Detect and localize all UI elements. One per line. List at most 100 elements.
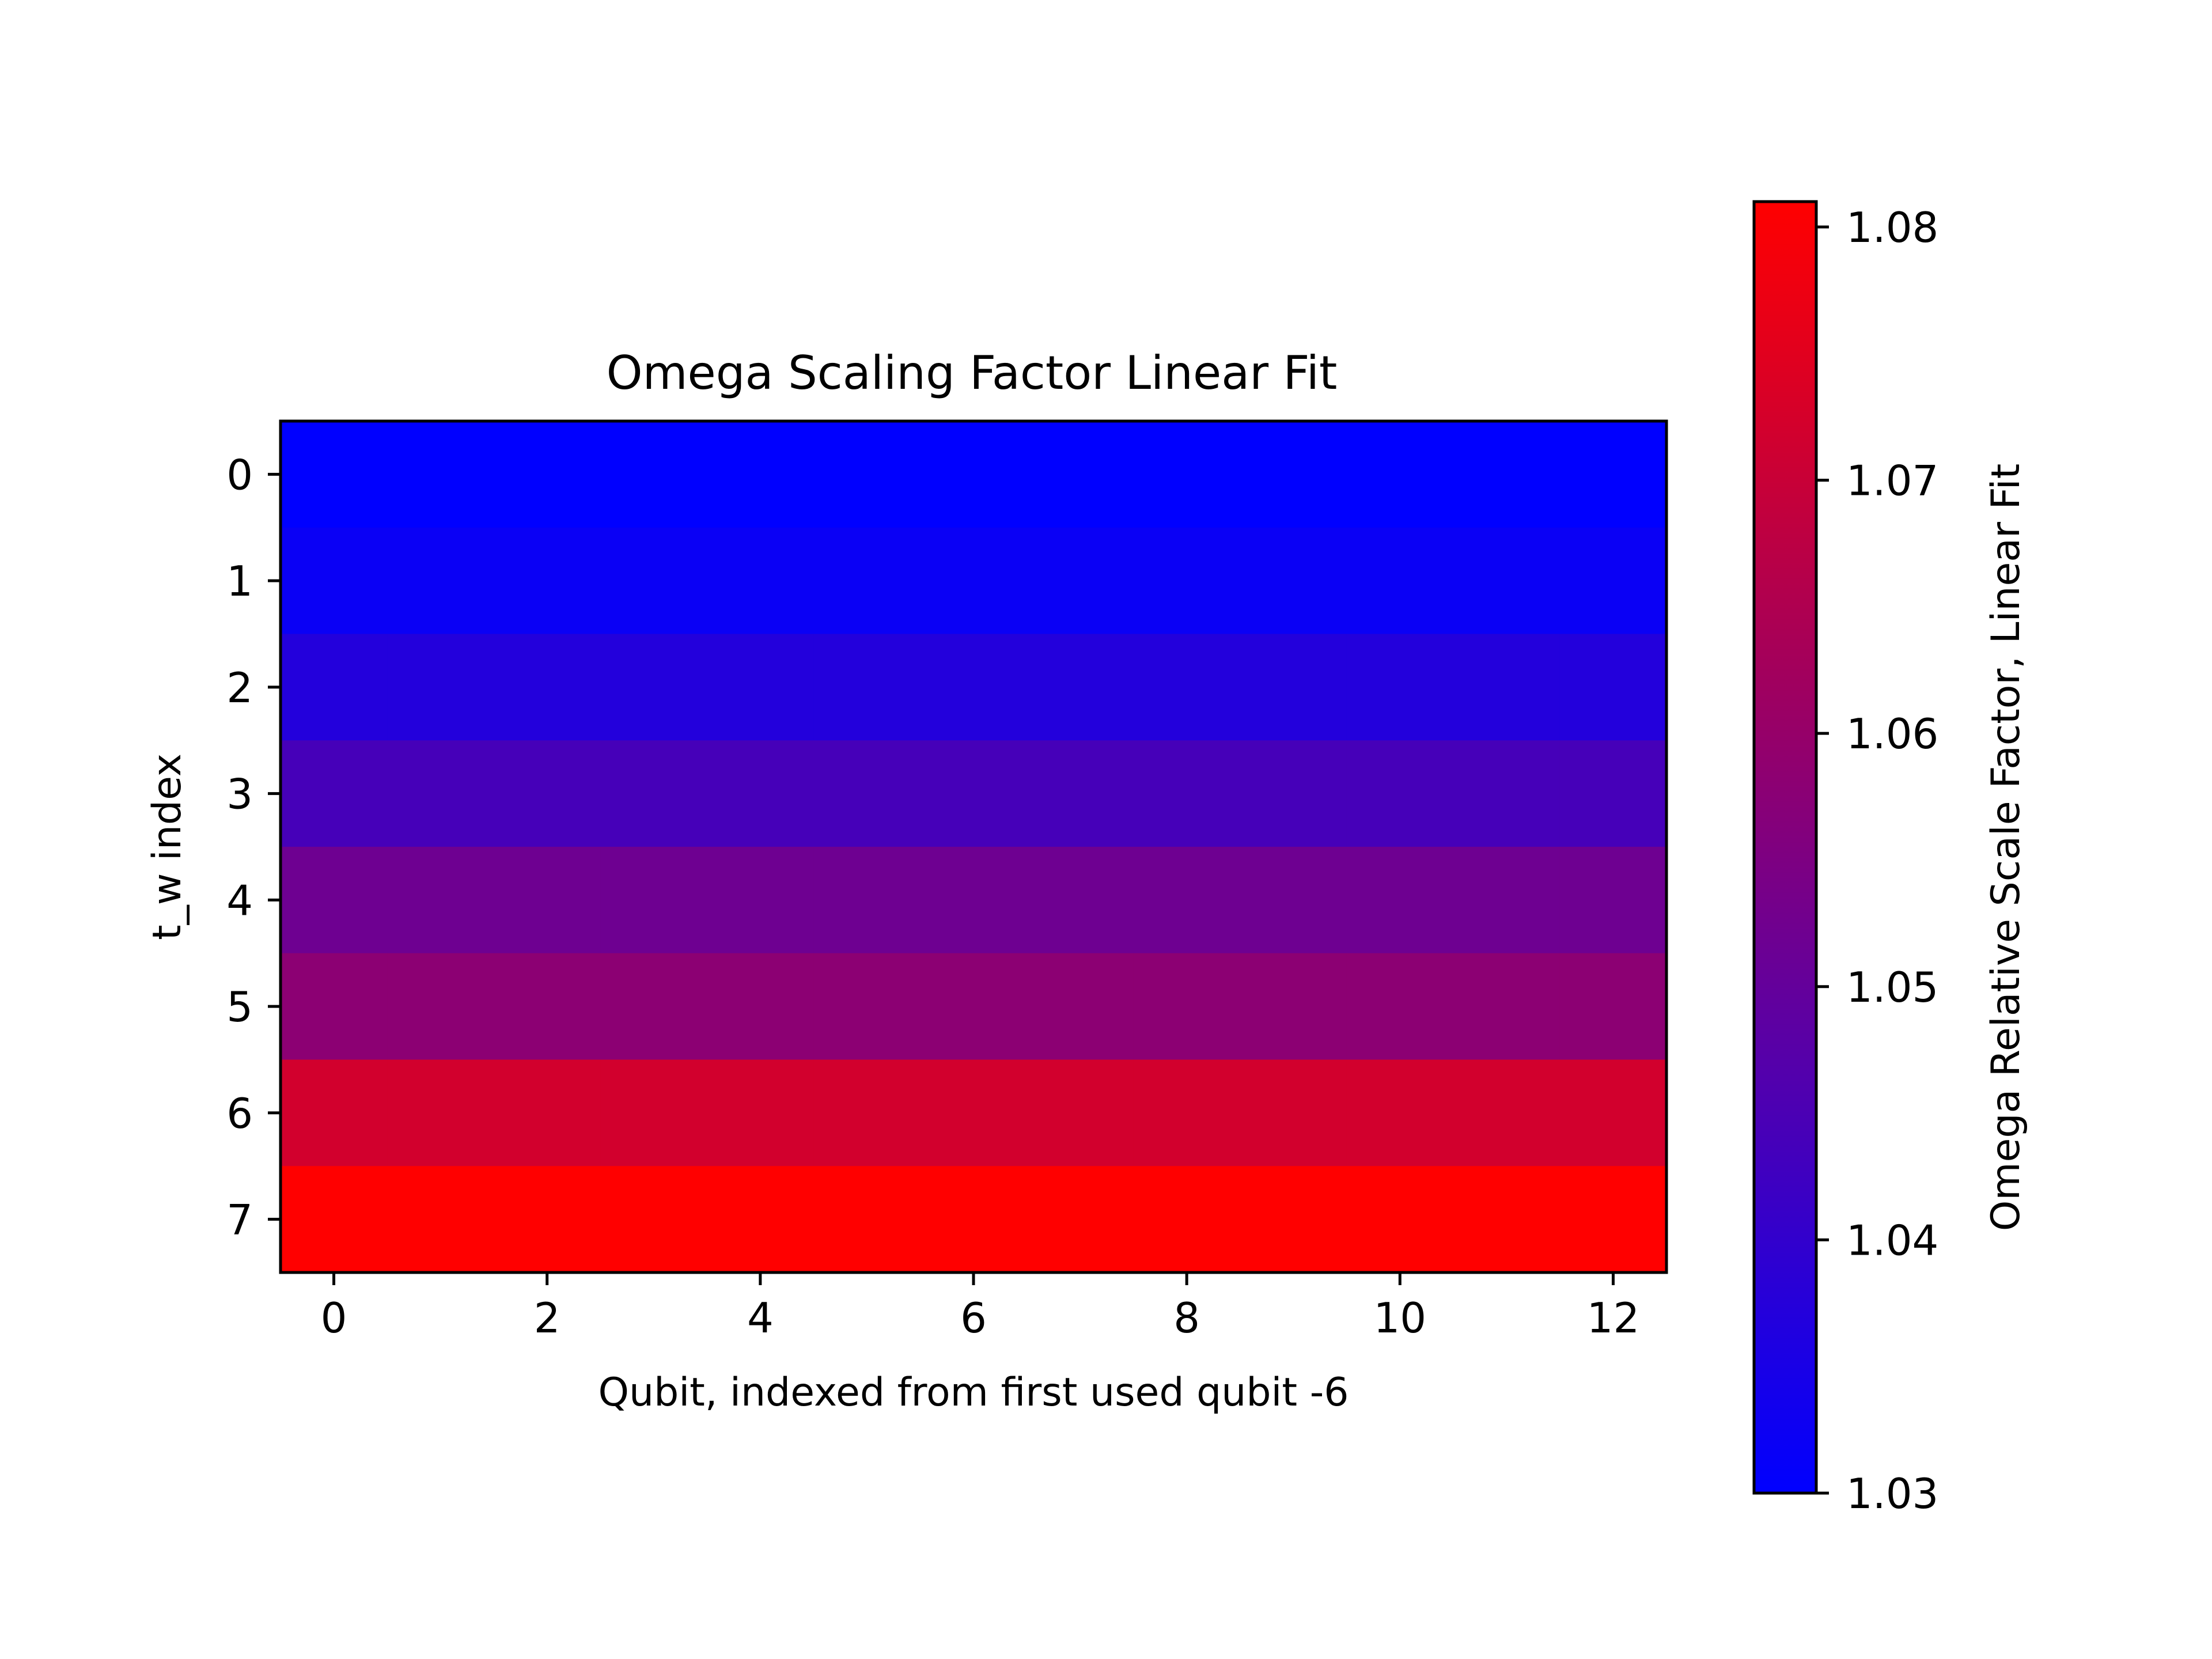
heatmap-cell <box>1559 847 1667 954</box>
x-axis-ticks: 0 2 4 6 8 10 12 <box>321 1272 1639 1342</box>
heatmap-cell <box>1027 847 1134 954</box>
heatmap-cell <box>707 1059 814 1166</box>
heatmap-cell <box>1559 527 1667 635</box>
heatmap-cell <box>494 953 601 1060</box>
x-tick-label: 10 <box>1373 1294 1426 1342</box>
x-tick-label: 4 <box>747 1294 774 1342</box>
heatmap-cell <box>707 740 814 847</box>
colorbar-tick-label: 1.08 <box>1846 203 1938 252</box>
heatmap-cell <box>600 953 707 1060</box>
heatmap-cell <box>1240 634 1347 741</box>
heatmap-cell <box>1453 1059 1560 1166</box>
heatmap-cell <box>920 847 1028 954</box>
heatmap-cell <box>920 634 1028 741</box>
colorbar-label: Omega Relative Scale Factor, Linear Fit <box>1983 464 2029 1232</box>
heatmap-cell <box>600 1059 707 1166</box>
heatmap-cell <box>1559 953 1667 1060</box>
y-tick-label: 4 <box>226 876 253 925</box>
heatmap-cell <box>600 421 707 528</box>
heatmap-cell <box>1453 527 1560 635</box>
y-tick-label: 1 <box>226 557 253 605</box>
heatmap-cell <box>494 421 601 528</box>
heatmap-cell <box>1133 527 1241 635</box>
heatmap-cell <box>281 1166 388 1273</box>
heatmap-cell <box>281 953 388 1060</box>
heatmap-cell <box>281 740 388 847</box>
y-tick-label: 5 <box>226 983 253 1031</box>
heatmap-cell <box>707 527 814 635</box>
heatmap-cell <box>1346 1059 1454 1166</box>
heatmap-cell <box>1133 1166 1241 1273</box>
heatmap-cell <box>1453 847 1560 954</box>
heatmap-cell <box>387 847 494 954</box>
heatmap-cell <box>1027 953 1134 1060</box>
heatmap-cell <box>920 740 1028 847</box>
heatmap-cell <box>1133 634 1241 741</box>
heatmap-cell <box>920 527 1028 635</box>
heatmap-cell <box>387 527 494 635</box>
heatmap-cell <box>1027 1166 1134 1273</box>
colorbar-tick-label: 1.05 <box>1846 963 1938 1012</box>
heatmap-cell <box>920 1166 1028 1273</box>
heatmap-cell <box>707 847 814 954</box>
heatmap-cell <box>600 1166 707 1273</box>
heatmap-cell <box>494 634 601 741</box>
heatmap-cell <box>813 634 921 741</box>
heatmap-cell <box>600 847 707 954</box>
heatmap-cell <box>387 740 494 847</box>
colorbar-tick-label: 1.03 <box>1846 1469 1938 1518</box>
heatmap-cell <box>920 953 1028 1060</box>
colorbar-ticks: 1.03 1.04 1.05 1.06 1.07 1.08 <box>1816 203 1938 1518</box>
heatmap-cell <box>600 740 707 847</box>
y-tick-label: 7 <box>226 1196 253 1244</box>
heatmap-cell <box>281 634 388 741</box>
colorbar <box>1752 200 1818 1495</box>
heatmap-cell <box>387 1059 494 1166</box>
heatmap-cell <box>1027 527 1134 635</box>
heatmap-cell <box>1240 421 1347 528</box>
heatmap-cell <box>1559 1059 1667 1166</box>
x-tick-label: 2 <box>534 1294 560 1342</box>
heatmap-cell <box>1559 1166 1667 1273</box>
heatmap-cell <box>920 421 1028 528</box>
heatmap-cell <box>1559 634 1667 741</box>
heatmap-cell <box>1453 953 1560 1060</box>
heatmap-cell <box>1133 740 1241 847</box>
heatmap-cell <box>1346 1166 1454 1273</box>
heatmap-cell <box>1240 953 1347 1060</box>
colorbar-tick-label: 1.04 <box>1846 1216 1938 1264</box>
heatmap-cell <box>1133 421 1241 528</box>
heatmap-cell <box>600 527 707 635</box>
heatmap-cell <box>1240 1059 1347 1166</box>
heatmap-cell <box>1240 847 1347 954</box>
heatmap-cell <box>813 847 921 954</box>
y-tick-label: 3 <box>226 770 253 819</box>
heatmap-cell <box>600 634 707 741</box>
heatmap-cell <box>494 1059 601 1166</box>
heatmap-cell <box>494 527 601 635</box>
heatmap-cell <box>1346 634 1454 741</box>
heatmap-cell <box>281 1059 388 1166</box>
heatmap-cell <box>707 953 814 1060</box>
x-axis-label: Qubit, indexed from first used qubit -6 <box>598 1370 1349 1415</box>
y-tick-label: 0 <box>226 450 253 499</box>
heatmap-cell <box>1453 634 1560 741</box>
heatmap-cell <box>813 1166 921 1273</box>
heatmap-cell <box>494 740 601 847</box>
heatmap-cell <box>1133 847 1241 954</box>
y-axis-label: t_w index <box>145 753 190 940</box>
heatmap-cell <box>1133 953 1241 1060</box>
heatmap-cell <box>281 527 388 635</box>
heatmap-cell <box>813 527 921 635</box>
heatmap-cell <box>1027 634 1134 741</box>
colorbar-tick-label: 1.06 <box>1846 710 1938 758</box>
heatmap-cell <box>387 953 494 1060</box>
y-tick-label: 6 <box>226 1089 253 1138</box>
heatmap-cell <box>1027 740 1134 847</box>
heatmap-cell <box>920 1059 1028 1166</box>
heatmap-cell <box>387 1166 494 1273</box>
heatmap-cell <box>1453 740 1560 847</box>
heatmap-cell <box>1559 421 1667 528</box>
heatmap-cell <box>1346 847 1454 954</box>
